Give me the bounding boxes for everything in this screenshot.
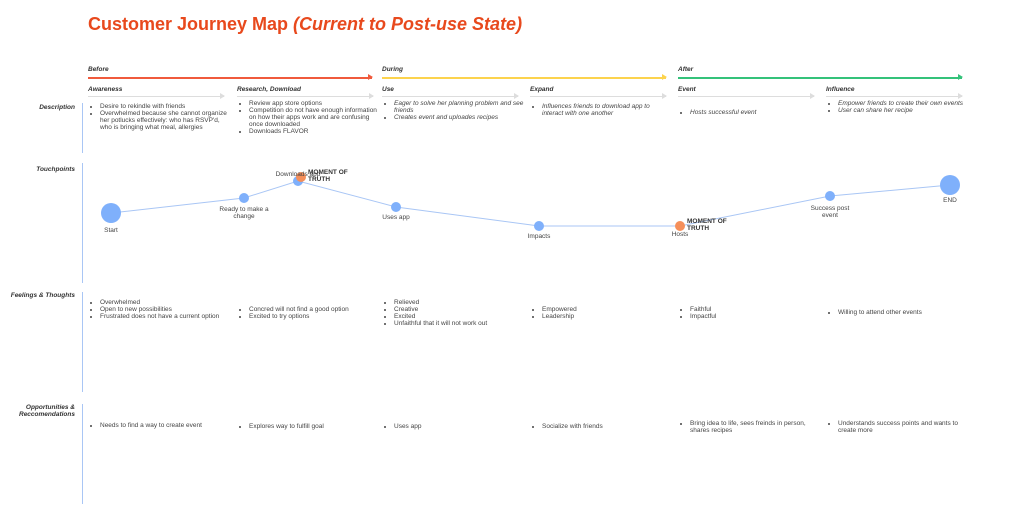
- phase-arrow: [678, 74, 963, 80]
- description-list: Eager to solve her planning problem and …: [384, 100, 524, 121]
- list-item: Creative: [394, 306, 524, 313]
- description-list: Review app store optionsCompetition do n…: [239, 100, 379, 135]
- list-item: Overwhelmed: [100, 299, 230, 306]
- opportunities-list: Uses app: [384, 423, 524, 430]
- opportunities-list: Socialize with friends: [532, 423, 672, 430]
- touchpoint-label: Ready to make a change: [219, 206, 269, 220]
- phase-arrow: [88, 74, 373, 80]
- list-item: Needs to find a way to create event: [100, 422, 230, 429]
- stage-label: Research, Download: [237, 86, 301, 93]
- list-item: Understands success points and wants to …: [838, 420, 968, 434]
- list-item: Leadership: [542, 313, 672, 320]
- touchpoint-label: Start: [104, 227, 118, 234]
- list-item: Bring idea to life, sees freinds in pers…: [690, 420, 820, 434]
- title-main: Customer Journey Map: [88, 14, 294, 34]
- moment-of-truth-label: MOMENT OF TRUTH: [687, 218, 727, 232]
- opportunities-list: Understands success points and wants to …: [828, 420, 968, 434]
- list-item: Willing to attend other events: [838, 309, 968, 316]
- list-item: Concred will not find a good option: [249, 306, 379, 313]
- touchpoint-node: [534, 221, 544, 231]
- journey-line: [110, 180, 951, 227]
- stage-label: Awareness: [88, 86, 123, 93]
- touchpoint-node: [101, 203, 121, 223]
- stage-label: Use: [382, 86, 394, 93]
- stage-arrow: [382, 93, 519, 99]
- feelings-list: Concred will not find a good optionExcit…: [239, 306, 379, 320]
- touchpoint-label: Impacts: [527, 233, 551, 240]
- moment-of-truth-node: [675, 221, 685, 231]
- opportunities-list: Bring idea to life, sees freinds in pers…: [680, 420, 820, 434]
- touchpoint-node: [825, 191, 835, 201]
- stage-arrow: [678, 93, 815, 99]
- stage-label: Expand: [530, 86, 554, 93]
- moment-of-truth-node: [296, 172, 306, 182]
- row-label-feelings: Feelings & Thoughts: [10, 292, 75, 299]
- touchpoint-node: [940, 175, 960, 195]
- list-item: Review app store options: [249, 100, 379, 107]
- touchpoint-label: Uses app: [382, 214, 410, 221]
- opportunities-list: Explores way to fulfill goal: [239, 423, 379, 430]
- description-list: Hosts successful event: [680, 109, 820, 116]
- list-item: Downloads FLAVOR: [249, 128, 379, 135]
- list-item: Unfaithful that it will not work out: [394, 320, 524, 327]
- description-list: Empower friends to create their own even…: [828, 100, 968, 114]
- moment-of-truth-label: MOMENT OF TRUTH: [308, 169, 348, 183]
- touchpoint-label: END: [943, 197, 957, 204]
- stage-arrow: [826, 93, 963, 99]
- opportunities-list: Needs to find a way to create event: [90, 422, 230, 429]
- list-item: Explores way to fulfill goal: [249, 423, 379, 430]
- stage-label: Event: [678, 86, 696, 93]
- list-item: Relieved: [394, 299, 524, 306]
- list-item: Impactful: [690, 313, 820, 320]
- list-item: Excited: [394, 313, 524, 320]
- row-label-opportunities: Opportunities & Reccomendations: [19, 404, 75, 418]
- feelings-list: RelievedCreativeExcitedUnfaithful that i…: [384, 299, 524, 327]
- phase-label-during: During: [382, 66, 403, 73]
- row-label-touchpoints: Touchpoints: [36, 166, 75, 173]
- stage-arrow: [88, 93, 225, 99]
- list-item: Open to new possibilities: [100, 306, 230, 313]
- list-item: Overwhelmed because she cannot organize …: [100, 110, 230, 131]
- list-item: Socialize with friends: [542, 423, 672, 430]
- feelings-list: Willing to attend other events: [828, 309, 968, 316]
- feelings-list: OverwhelmedOpen to new possibilitiesFrus…: [90, 299, 230, 320]
- list-item: Hosts successful event: [690, 109, 820, 116]
- page-title: Customer Journey Map (Current to Post-us…: [88, 14, 522, 35]
- phase-arrow: [382, 74, 667, 80]
- description-list: Desire to rekindle with friendsOverwhelm…: [90, 103, 230, 131]
- list-item: Excited to try options: [249, 313, 379, 320]
- list-item: Creates event and uploades recipes: [394, 114, 524, 121]
- list-item: Eager to solve her planning problem and …: [394, 100, 524, 114]
- section-divider: [82, 163, 83, 283]
- phase-label-before: Before: [88, 66, 109, 73]
- list-item: Uses app: [394, 423, 524, 430]
- touchpoint-label: Hosts: [671, 231, 689, 238]
- list-item: Desire to rekindle with friends: [100, 103, 230, 110]
- list-item: Empowered: [542, 306, 672, 313]
- touchpoint-node: [391, 202, 401, 212]
- section-divider: [82, 292, 83, 392]
- list-item: Empower friends to create their own even…: [838, 100, 968, 107]
- row-label-description: Description: [39, 104, 75, 111]
- stage-arrow: [530, 93, 667, 99]
- list-item: Faithful: [690, 306, 820, 313]
- list-item: Frustrated does not have a current optio…: [100, 313, 230, 320]
- section-divider: [82, 103, 83, 153]
- stage-arrow: [237, 93, 374, 99]
- stage-label: Influence: [826, 86, 855, 93]
- feelings-list: FaithfulImpactful: [680, 306, 820, 320]
- touchpoint-node: [239, 193, 249, 203]
- touchpoint-label: Success post event: [810, 205, 850, 219]
- description-list: Influences friends to download app to in…: [532, 103, 672, 117]
- title-sub: (Current to Post-use State): [293, 14, 523, 34]
- list-item: User can share her recipe: [838, 107, 968, 114]
- feelings-list: EmpoweredLeadership: [532, 306, 672, 320]
- touchpoint-label: Downloads app: [275, 171, 321, 178]
- phase-label-after: After: [678, 66, 694, 73]
- list-item: Influences friends to download app to in…: [542, 103, 672, 117]
- list-item: Competition do not have enough informati…: [249, 107, 379, 128]
- section-divider: [82, 404, 83, 504]
